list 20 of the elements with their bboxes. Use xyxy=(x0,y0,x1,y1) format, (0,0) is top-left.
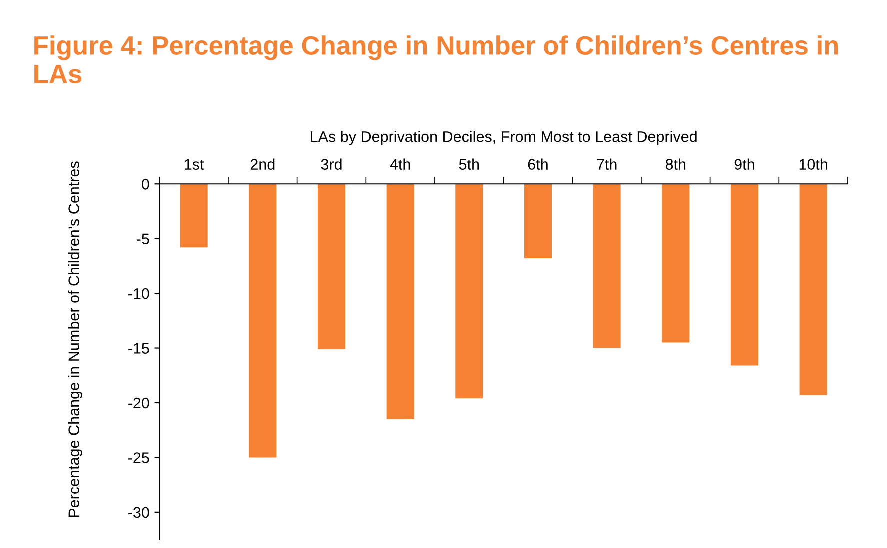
x-tick-label: 6th xyxy=(528,158,548,170)
chart-title: Figure 4: Percentage Change in Number of Children’s Centres in LAs xyxy=(34,36,838,84)
y-tick-label: -5 xyxy=(137,234,150,245)
y-tick-label: 0 xyxy=(142,178,150,190)
y-tick-label: -20 xyxy=(128,398,150,409)
y-tick-label: -30 xyxy=(128,507,150,518)
x-tick-label: 2nd xyxy=(250,158,275,170)
x-tick-label: 3rd xyxy=(321,158,342,170)
x-tick-label: 7th xyxy=(597,158,617,170)
y-tick-label: -10 xyxy=(128,288,150,300)
x-tick-label: 10th xyxy=(800,158,828,170)
y-axis-title: Percentage Change in Number of Children’s Centres xyxy=(68,162,83,518)
x-tick-label: 4th xyxy=(390,158,410,170)
y-tick-label: -15 xyxy=(128,343,150,354)
y-tick-label: -25 xyxy=(128,452,150,464)
x-axis-title: LAs by Deprivation Deciles, From Most to Least Deprived xyxy=(311,131,697,146)
x-tick-label: 5th xyxy=(459,158,480,170)
x-tick-label: 1st xyxy=(185,159,204,170)
x-tick-label: 8th xyxy=(666,158,686,170)
x-tick-label: 9th xyxy=(734,158,754,170)
